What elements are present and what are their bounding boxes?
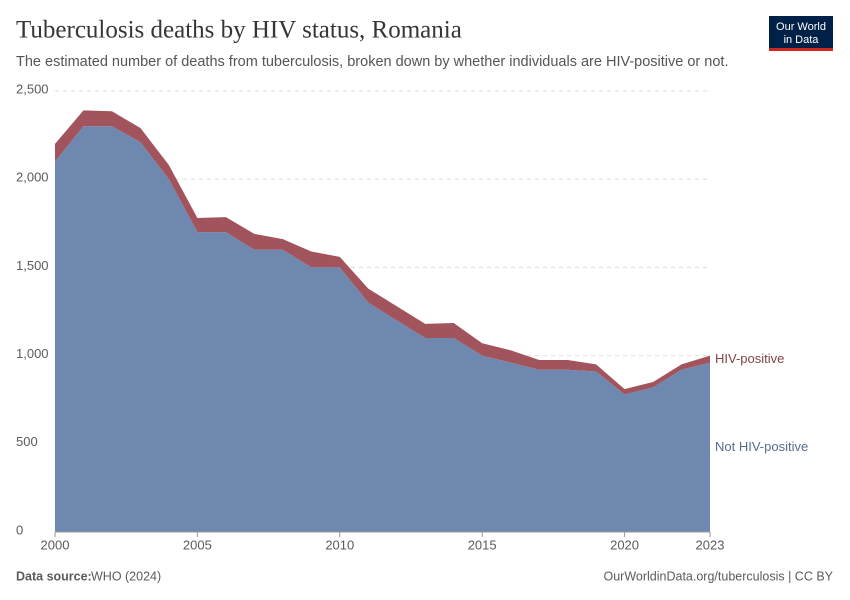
legend-label: HIV-positive [715,351,784,366]
chart-title: Tuberculosis deaths by HIV status, Roman… [16,17,462,44]
legend-label: Not HIV-positive [715,439,808,454]
chart-subtitle: The estimated number of deaths from tube… [16,54,728,70]
x-tick-label: 2020 [610,537,639,552]
y-tick-label: 2,000 [16,170,49,185]
y-tick-label: 1,500 [16,258,49,273]
x-tick-label: 2015 [468,537,497,552]
logo[interactable]: Our World in Data [769,16,833,51]
area [55,126,710,532]
x-tick-label: 2005 [183,537,212,552]
x-tick-label: 2023 [696,537,725,552]
y-tick-label: 2,500 [16,81,49,96]
x-tick-label: 2000 [41,537,70,552]
logo-bar [769,48,833,51]
logo-text: Our World [776,21,826,33]
y-tick-label: 500 [16,434,38,449]
source: WHO (2024) [91,569,161,583]
logo-box [769,16,833,50]
logo-text: in Data [784,34,820,46]
source-label: Data source: [16,569,92,583]
y-tick-label: 0 [16,522,23,537]
x-tick-label: 2010 [325,537,354,552]
y-tick-label: 1,000 [16,346,49,361]
credit[interactable]: OurWorldinData.org/tuberculosis | CC BY [604,569,834,583]
